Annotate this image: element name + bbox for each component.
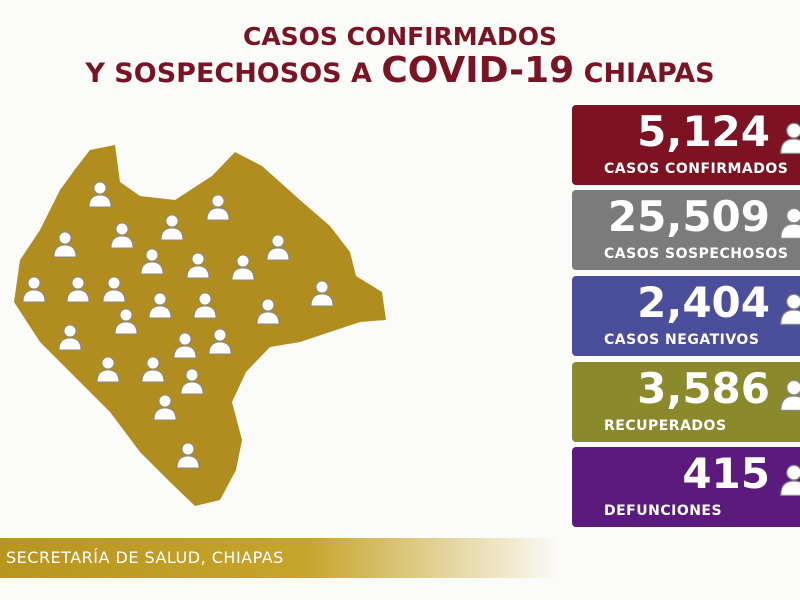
person-icon bbox=[206, 194, 230, 221]
stat-card: 5,124 CASOS CONFIRMADOS bbox=[572, 105, 800, 185]
person-icon bbox=[176, 442, 200, 469]
person-icon bbox=[173, 332, 197, 359]
person-icon bbox=[208, 328, 232, 355]
person-icon bbox=[58, 324, 82, 351]
map bbox=[14, 145, 386, 506]
person-icon bbox=[148, 292, 172, 319]
person-icon bbox=[780, 293, 800, 326]
person-icon bbox=[96, 356, 120, 383]
person-icon bbox=[780, 122, 800, 155]
title-part: Y SOSPECHOSOS A bbox=[85, 58, 372, 89]
person-icon bbox=[780, 464, 800, 497]
person-icon bbox=[53, 231, 77, 258]
person-icon bbox=[22, 276, 46, 303]
card-icon bbox=[780, 207, 800, 240]
stat-value: 25,509 bbox=[607, 192, 770, 241]
person-icon bbox=[110, 222, 134, 249]
person-icon bbox=[193, 292, 217, 319]
card-icon bbox=[780, 122, 800, 155]
stat-label: RECUPERADOS bbox=[604, 418, 727, 434]
title-part: COVID-19 bbox=[381, 50, 575, 91]
stat-value: 2,404 bbox=[637, 278, 770, 327]
person-icon bbox=[266, 234, 290, 261]
person-icon bbox=[88, 181, 112, 208]
card-icon bbox=[780, 379, 800, 412]
person-icon bbox=[186, 252, 210, 279]
stat-value: 3,586 bbox=[637, 364, 770, 413]
person-icon bbox=[780, 379, 800, 412]
stat-value: 415 bbox=[682, 449, 770, 498]
person-icon bbox=[160, 214, 184, 241]
stat-card: 3,586 RECUPERADOS bbox=[572, 362, 800, 442]
person-icon bbox=[180, 368, 204, 395]
person-icon bbox=[153, 394, 177, 421]
title-line2: Y SOSPECHOSOS A COVID-19 CHIAPAS bbox=[0, 50, 800, 91]
person-icon bbox=[256, 298, 280, 325]
person-icon bbox=[140, 248, 164, 275]
stat-label: DEFUNCIONES bbox=[604, 503, 723, 519]
card-icon bbox=[780, 293, 800, 326]
footer-bar: SECRETARÍA DE SALUD, CHIAPAS bbox=[0, 538, 560, 578]
chiapas-map bbox=[14, 145, 386, 506]
title-line1: CASOS CONFIRMADOS bbox=[242, 22, 558, 51]
person-icon bbox=[141, 356, 165, 383]
stat-label: CASOS CONFIRMADOS bbox=[604, 161, 789, 177]
person-icon bbox=[102, 276, 126, 303]
card-icon bbox=[780, 464, 800, 497]
title-part: CHIAPAS bbox=[583, 58, 715, 89]
stat-value: 5,124 bbox=[637, 107, 770, 156]
stat-card: 415 DEFUNCIONES bbox=[572, 447, 800, 527]
person-icon bbox=[310, 280, 334, 307]
person-icon bbox=[780, 207, 800, 240]
stat-card: 2,404 CASOS NEGATIVOS bbox=[572, 276, 800, 356]
stat-label: CASOS SOSPECHOSOS bbox=[604, 246, 789, 262]
person-icon bbox=[114, 308, 138, 335]
source: SECRETARÍA DE SALUD, CHIAPAS bbox=[6, 548, 284, 567]
stat-label: CASOS NEGATIVOS bbox=[604, 332, 760, 348]
stat-card: 25,509 CASOS SOSPECHOSOS bbox=[572, 190, 800, 270]
person-icon bbox=[231, 254, 255, 281]
person-icon bbox=[66, 276, 90, 303]
